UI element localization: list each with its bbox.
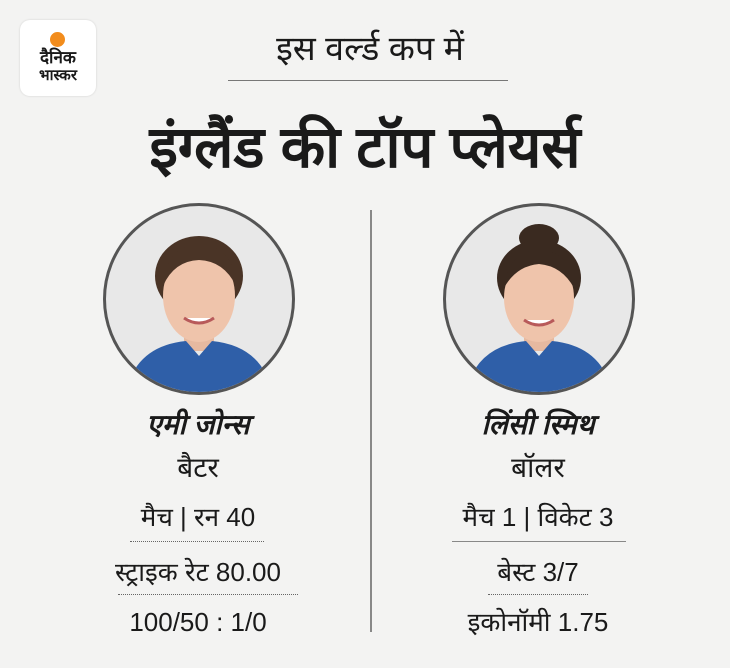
player-name: लिंसी स्मिथ bbox=[481, 409, 595, 440]
stat-strike-rate: स्ट्राइक रेट 80.00 bbox=[115, 557, 281, 587]
stat-matches-wickets: मैच 1 | विकेट 3 bbox=[462, 502, 614, 532]
player-role: बॉलर bbox=[511, 452, 565, 483]
page-title: इंग्लैंड की टॉप प्लेयर्स bbox=[149, 115, 581, 180]
column-divider bbox=[370, 210, 372, 632]
sun-icon bbox=[50, 32, 65, 47]
separator bbox=[130, 541, 264, 542]
player-name: एमी जोन्स bbox=[146, 409, 250, 440]
dainik-bhaskar-logo: दैनिक भास्कर bbox=[20, 20, 96, 96]
subtitle-underline bbox=[228, 80, 508, 81]
subtitle: इस वर्ल्ड कप में bbox=[276, 30, 464, 68]
stat-matches-runs: मैच | रन 40 bbox=[140, 502, 256, 532]
stat-best: बेस्ट 3/7 bbox=[497, 557, 579, 587]
separator bbox=[488, 594, 588, 595]
player-photo bbox=[103, 203, 295, 395]
separator bbox=[452, 541, 626, 542]
player-photo bbox=[443, 203, 635, 395]
separator bbox=[118, 594, 298, 595]
player-role: बैटर bbox=[177, 452, 219, 483]
stat-economy: इकोनॉमी 1.75 bbox=[467, 607, 609, 637]
stat-hundreds-fifties: 100/50 : 1/0 bbox=[129, 607, 267, 637]
logo-line1: दैनिक bbox=[40, 48, 76, 67]
logo-line2: भास्कर bbox=[39, 67, 77, 84]
